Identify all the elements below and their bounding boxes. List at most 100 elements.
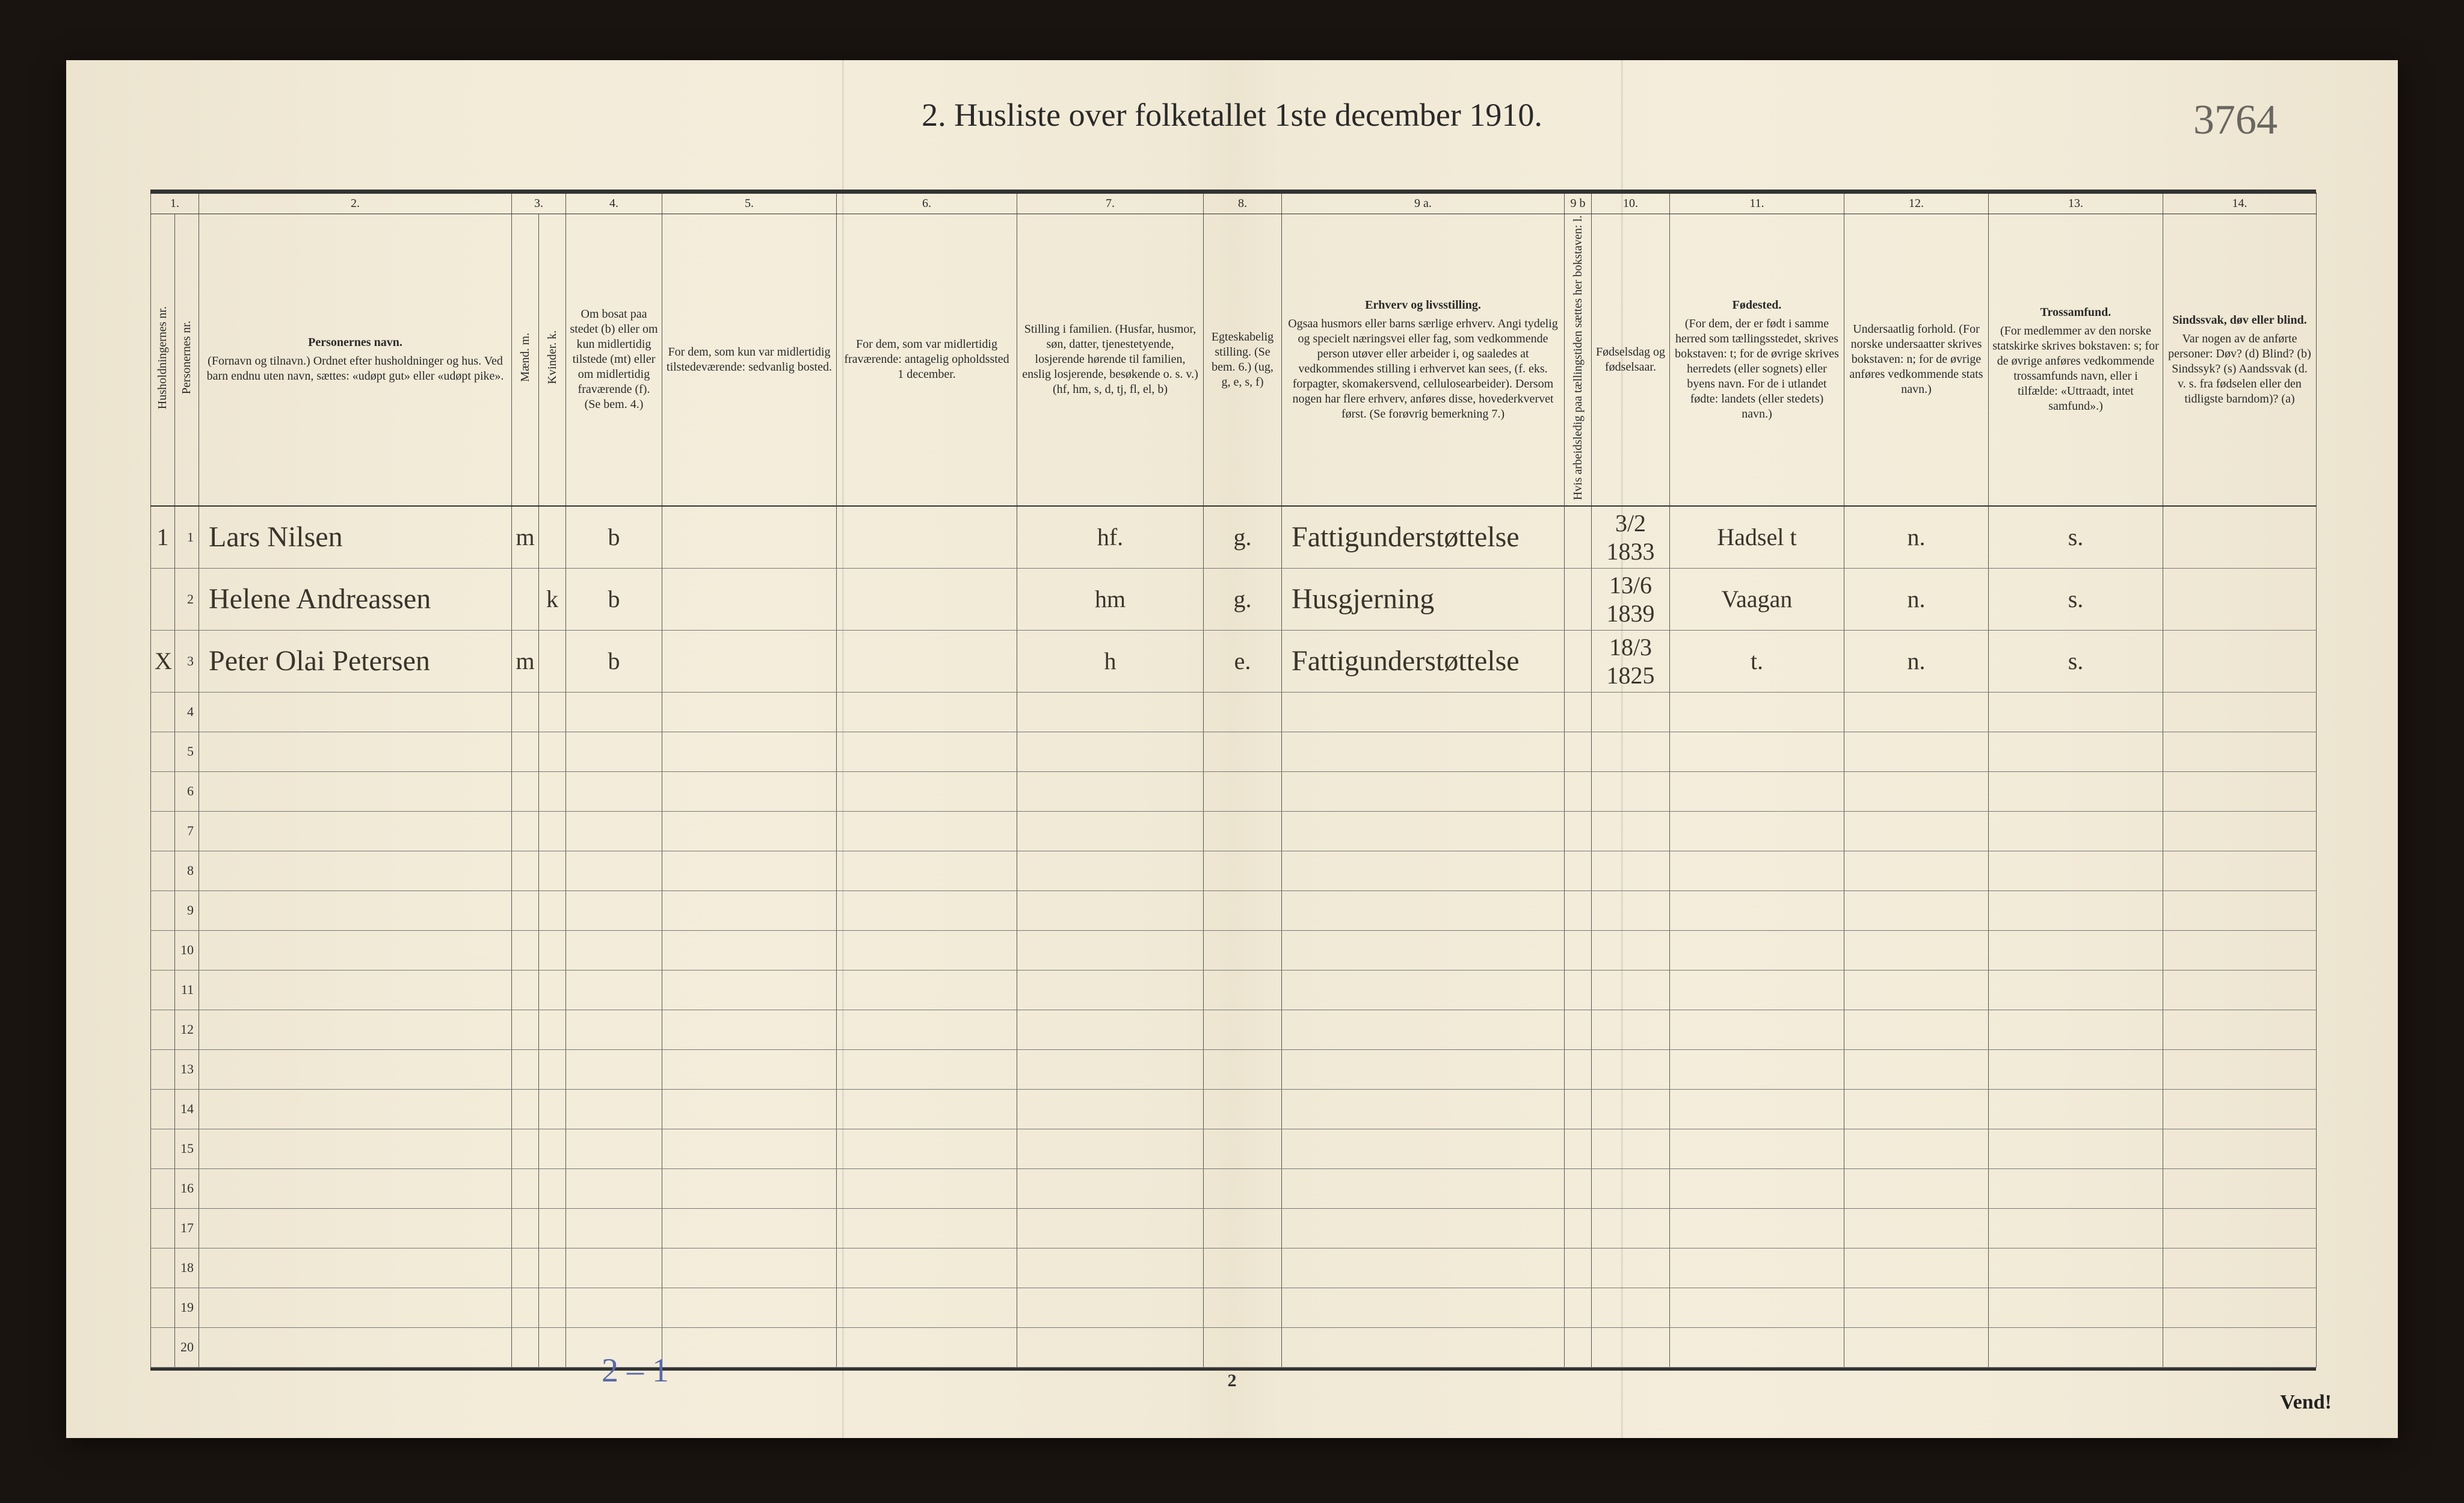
table-row: X3Peter Olai Petersenmbhe.Fattigunderstø… bbox=[151, 630, 2317, 692]
cell-fodested bbox=[1670, 970, 1844, 1010]
cell-num: 19 bbox=[175, 1288, 199, 1327]
cell-forhold: n. bbox=[1844, 506, 1989, 569]
cell-name bbox=[199, 930, 512, 970]
cell-mark bbox=[151, 930, 175, 970]
cell-fam bbox=[1017, 970, 1204, 1010]
cell-col7 bbox=[837, 692, 1017, 732]
cell-fam: h bbox=[1017, 630, 1204, 692]
cell-ledig bbox=[1565, 1248, 1592, 1288]
cell-bosat bbox=[566, 692, 662, 732]
cell-fodested bbox=[1670, 1089, 1844, 1129]
cell-bosat bbox=[566, 1089, 662, 1129]
cell-tro bbox=[1989, 1327, 2163, 1367]
vend-label: Vend! bbox=[2280, 1391, 2332, 1414]
table-row: 2Helene Andreassenkbhmg.Husgjerning13/6 … bbox=[151, 568, 2317, 630]
cell-sex_m: m bbox=[512, 630, 539, 692]
cell-sex_k bbox=[539, 1288, 566, 1327]
cell-col6 bbox=[662, 1327, 837, 1367]
table-row: 13 bbox=[151, 1049, 2317, 1089]
cell-fam bbox=[1017, 1208, 1204, 1248]
cell-bosat bbox=[566, 1049, 662, 1089]
colnum: 12. bbox=[1844, 193, 1989, 214]
cell-sex_k bbox=[539, 890, 566, 930]
cell-col7 bbox=[837, 890, 1017, 930]
cell-sind bbox=[2163, 811, 2317, 851]
cell-col6 bbox=[662, 506, 837, 569]
cell-col6 bbox=[662, 811, 837, 851]
cell-fodested bbox=[1670, 692, 1844, 732]
cell-bosat bbox=[566, 930, 662, 970]
cell-forhold bbox=[1844, 930, 1989, 970]
cell-fodsel bbox=[1592, 851, 1670, 890]
col-header: Erhverv og livsstilling. Ogsaa husmors e… bbox=[1282, 214, 1565, 506]
cell-col7 bbox=[837, 732, 1017, 771]
cell-fam bbox=[1017, 1010, 1204, 1049]
cell-bosat bbox=[566, 771, 662, 811]
colnum: 9 a. bbox=[1282, 193, 1565, 214]
cell-num: 7 bbox=[175, 811, 199, 851]
cell-sex_k bbox=[539, 1168, 566, 1208]
cell-col7 bbox=[837, 1168, 1017, 1208]
table-row: 15 bbox=[151, 1129, 2317, 1168]
table-row: 11Lars Nilsenmbhf.g.Fattigunderstøttelse… bbox=[151, 506, 2317, 569]
cell-mark bbox=[151, 692, 175, 732]
cell-num: 16 bbox=[175, 1168, 199, 1208]
cell-mark bbox=[151, 1248, 175, 1288]
cell-fodested bbox=[1670, 732, 1844, 771]
cell-egte bbox=[1204, 1288, 1282, 1327]
cell-egte bbox=[1204, 811, 1282, 851]
cell-ledig bbox=[1565, 630, 1592, 692]
cell-egte bbox=[1204, 1010, 1282, 1049]
cell-mark: 1 bbox=[151, 506, 175, 569]
cell-forhold bbox=[1844, 1208, 1989, 1248]
cell-fam bbox=[1017, 1288, 1204, 1327]
cell-egte: e. bbox=[1204, 630, 1282, 692]
cell-bosat: b bbox=[566, 568, 662, 630]
cell-sex_m bbox=[512, 970, 539, 1010]
cell-ledig bbox=[1565, 692, 1592, 732]
cell-sind bbox=[2163, 506, 2317, 569]
cell-mark bbox=[151, 890, 175, 930]
cell-num: 6 bbox=[175, 771, 199, 811]
colnum: 3. bbox=[512, 193, 566, 214]
cell-ledig bbox=[1565, 1049, 1592, 1089]
cell-mark bbox=[151, 1327, 175, 1367]
cell-fodsel bbox=[1592, 890, 1670, 930]
cell-name bbox=[199, 1089, 512, 1129]
cell-col6 bbox=[662, 1168, 837, 1208]
cell-fam: hf. bbox=[1017, 506, 1204, 569]
cell-fodsel bbox=[1592, 970, 1670, 1010]
cell-mark: X bbox=[151, 630, 175, 692]
cell-sex_m bbox=[512, 692, 539, 732]
cell-num: 14 bbox=[175, 1089, 199, 1129]
cell-forhold bbox=[1844, 890, 1989, 930]
cell-sex_k bbox=[539, 1089, 566, 1129]
footer-tally: 2 – 1 bbox=[602, 1351, 669, 1390]
cell-mark bbox=[151, 970, 175, 1010]
cell-ledig bbox=[1565, 1208, 1592, 1248]
cell-sex_m: m bbox=[512, 506, 539, 569]
table-row: 8 bbox=[151, 851, 2317, 890]
cell-egte: g. bbox=[1204, 568, 1282, 630]
cell-sind bbox=[2163, 692, 2317, 732]
cell-fodsel bbox=[1592, 1208, 1670, 1248]
col-header: Om bosat paa stedet (b) eller om kun mid… bbox=[566, 214, 662, 506]
cell-col7 bbox=[837, 506, 1017, 569]
cell-tro bbox=[1989, 1049, 2163, 1089]
cell-name bbox=[199, 732, 512, 771]
table-row: 18 bbox=[151, 1248, 2317, 1288]
cell-col7 bbox=[837, 568, 1017, 630]
cell-col7 bbox=[837, 1288, 1017, 1327]
cell-mark bbox=[151, 1049, 175, 1089]
cell-fodsel bbox=[1592, 1168, 1670, 1208]
cell-sind bbox=[2163, 890, 2317, 930]
cell-forhold bbox=[1844, 851, 1989, 890]
cell-sex_m bbox=[512, 732, 539, 771]
colnum: 8. bbox=[1204, 193, 1282, 214]
cell-egte bbox=[1204, 1129, 1282, 1168]
cell-num: 5 bbox=[175, 732, 199, 771]
cell-sex_k bbox=[539, 811, 566, 851]
cell-tro bbox=[1989, 890, 2163, 930]
cell-sex_k bbox=[539, 771, 566, 811]
cell-col7 bbox=[837, 1049, 1017, 1089]
